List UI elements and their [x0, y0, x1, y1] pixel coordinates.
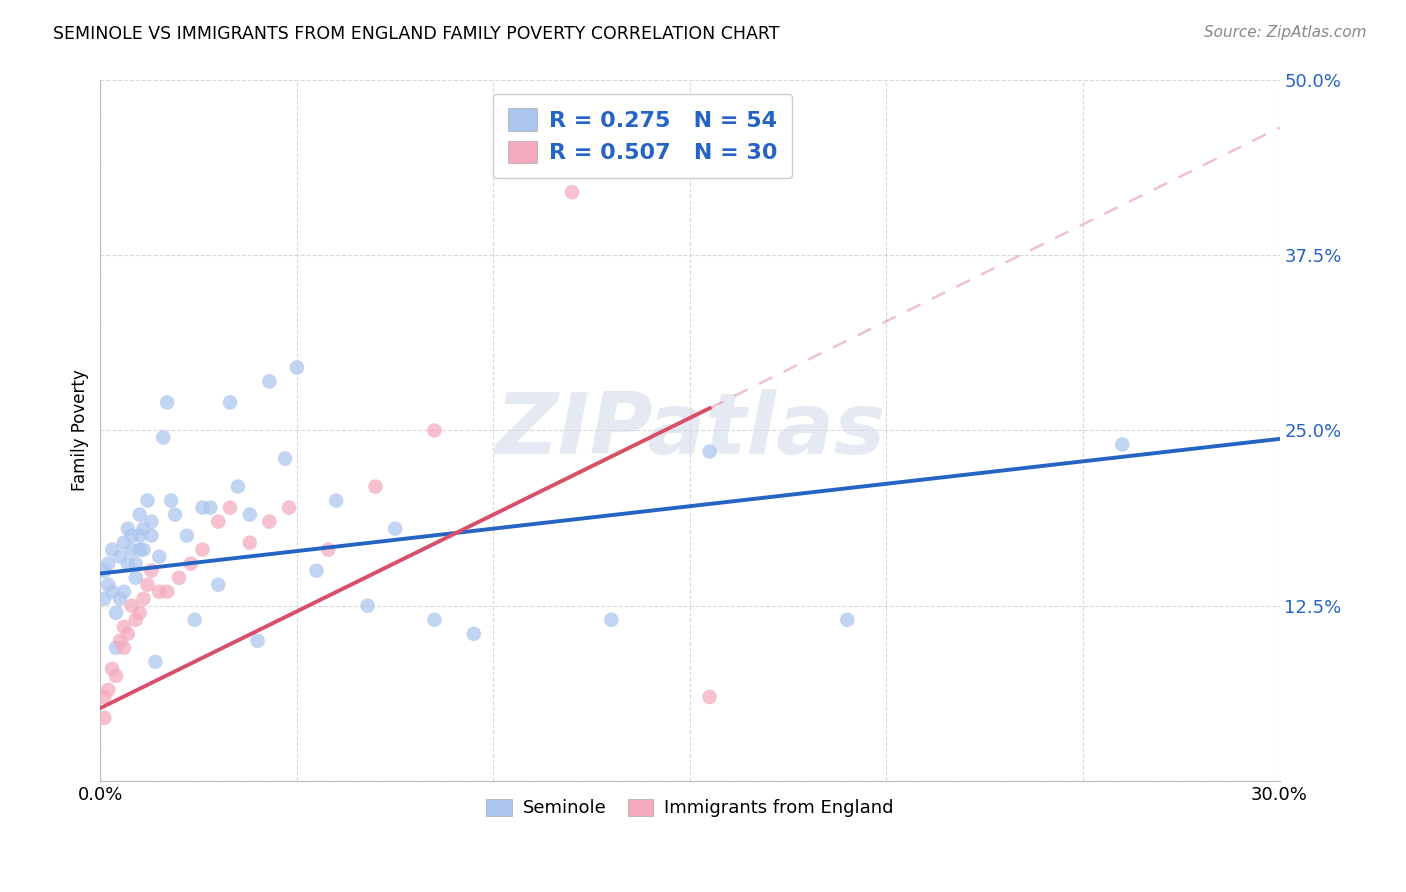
Point [141, 528, 163, 542]
Point [128, 508, 150, 522]
Point [101, 542, 124, 557]
Point [219, 395, 242, 409]
Point [141, 564, 163, 578]
Point [259, 515, 281, 529]
Point [163, 508, 186, 522]
Point [112, 620, 135, 634]
Point [561, 185, 583, 199]
Point [97, 578, 120, 592]
Point [152, 430, 174, 444]
Point [325, 493, 347, 508]
Point [125, 613, 148, 627]
Text: ZIPatlas: ZIPatlas [495, 389, 886, 472]
Point [93, 564, 115, 578]
Point [121, 528, 143, 542]
Point [423, 424, 446, 438]
Point [278, 500, 301, 515]
Point [105, 669, 128, 683]
Point [246, 633, 269, 648]
Point [112, 640, 135, 655]
Point [285, 360, 308, 375]
Point [1111, 437, 1133, 451]
Point [141, 515, 163, 529]
Point [699, 444, 721, 458]
Point [93, 711, 115, 725]
Point [136, 578, 159, 592]
Point [101, 584, 124, 599]
Point [112, 584, 135, 599]
Point [148, 584, 170, 599]
Point [105, 606, 128, 620]
Point [117, 557, 139, 571]
Point [145, 655, 167, 669]
Point [259, 375, 281, 389]
Point [364, 479, 387, 493]
Point [183, 613, 205, 627]
Y-axis label: Family Poverty: Family Poverty [72, 369, 89, 491]
Point [600, 613, 623, 627]
Text: SEMINOLE VS IMMIGRANTS FROM ENGLAND FAMILY POVERTY CORRELATION CHART: SEMINOLE VS IMMIGRANTS FROM ENGLAND FAMI… [53, 25, 780, 43]
Point [108, 591, 131, 606]
Point [384, 522, 406, 536]
Point [239, 508, 262, 522]
Point [112, 535, 135, 549]
Point [108, 633, 131, 648]
Point [191, 500, 214, 515]
Point [132, 522, 155, 536]
Point [105, 640, 128, 655]
Point [176, 528, 198, 542]
Point [117, 522, 139, 536]
Point [108, 549, 131, 564]
Point [121, 542, 143, 557]
Point [97, 557, 120, 571]
Point [219, 500, 242, 515]
Point [128, 528, 150, 542]
Point [132, 542, 155, 557]
Point [128, 606, 150, 620]
Point [93, 591, 115, 606]
Point [121, 599, 143, 613]
Point [200, 500, 222, 515]
Point [305, 564, 328, 578]
Point [148, 549, 170, 564]
Point [274, 451, 297, 466]
Point [101, 662, 124, 676]
Point [156, 584, 179, 599]
Point [837, 613, 859, 627]
Point [128, 542, 150, 557]
Point [160, 493, 183, 508]
Point [207, 578, 229, 592]
Point [93, 690, 115, 704]
Point [423, 613, 446, 627]
Point [132, 591, 155, 606]
Point [125, 557, 148, 571]
Point [136, 493, 159, 508]
Point [180, 557, 202, 571]
Point [117, 627, 139, 641]
Point [699, 690, 721, 704]
Legend: Seminole, Immigrants from England: Seminole, Immigrants from England [479, 791, 901, 824]
Point [226, 479, 249, 493]
Point [207, 515, 229, 529]
Point [156, 395, 179, 409]
Point [239, 535, 262, 549]
Point [191, 542, 214, 557]
Point [125, 571, 148, 585]
Point [356, 599, 378, 613]
Point [318, 542, 340, 557]
Point [167, 571, 190, 585]
Point [97, 682, 120, 697]
Text: Source: ZipAtlas.com: Source: ZipAtlas.com [1204, 25, 1367, 40]
Point [463, 627, 485, 641]
